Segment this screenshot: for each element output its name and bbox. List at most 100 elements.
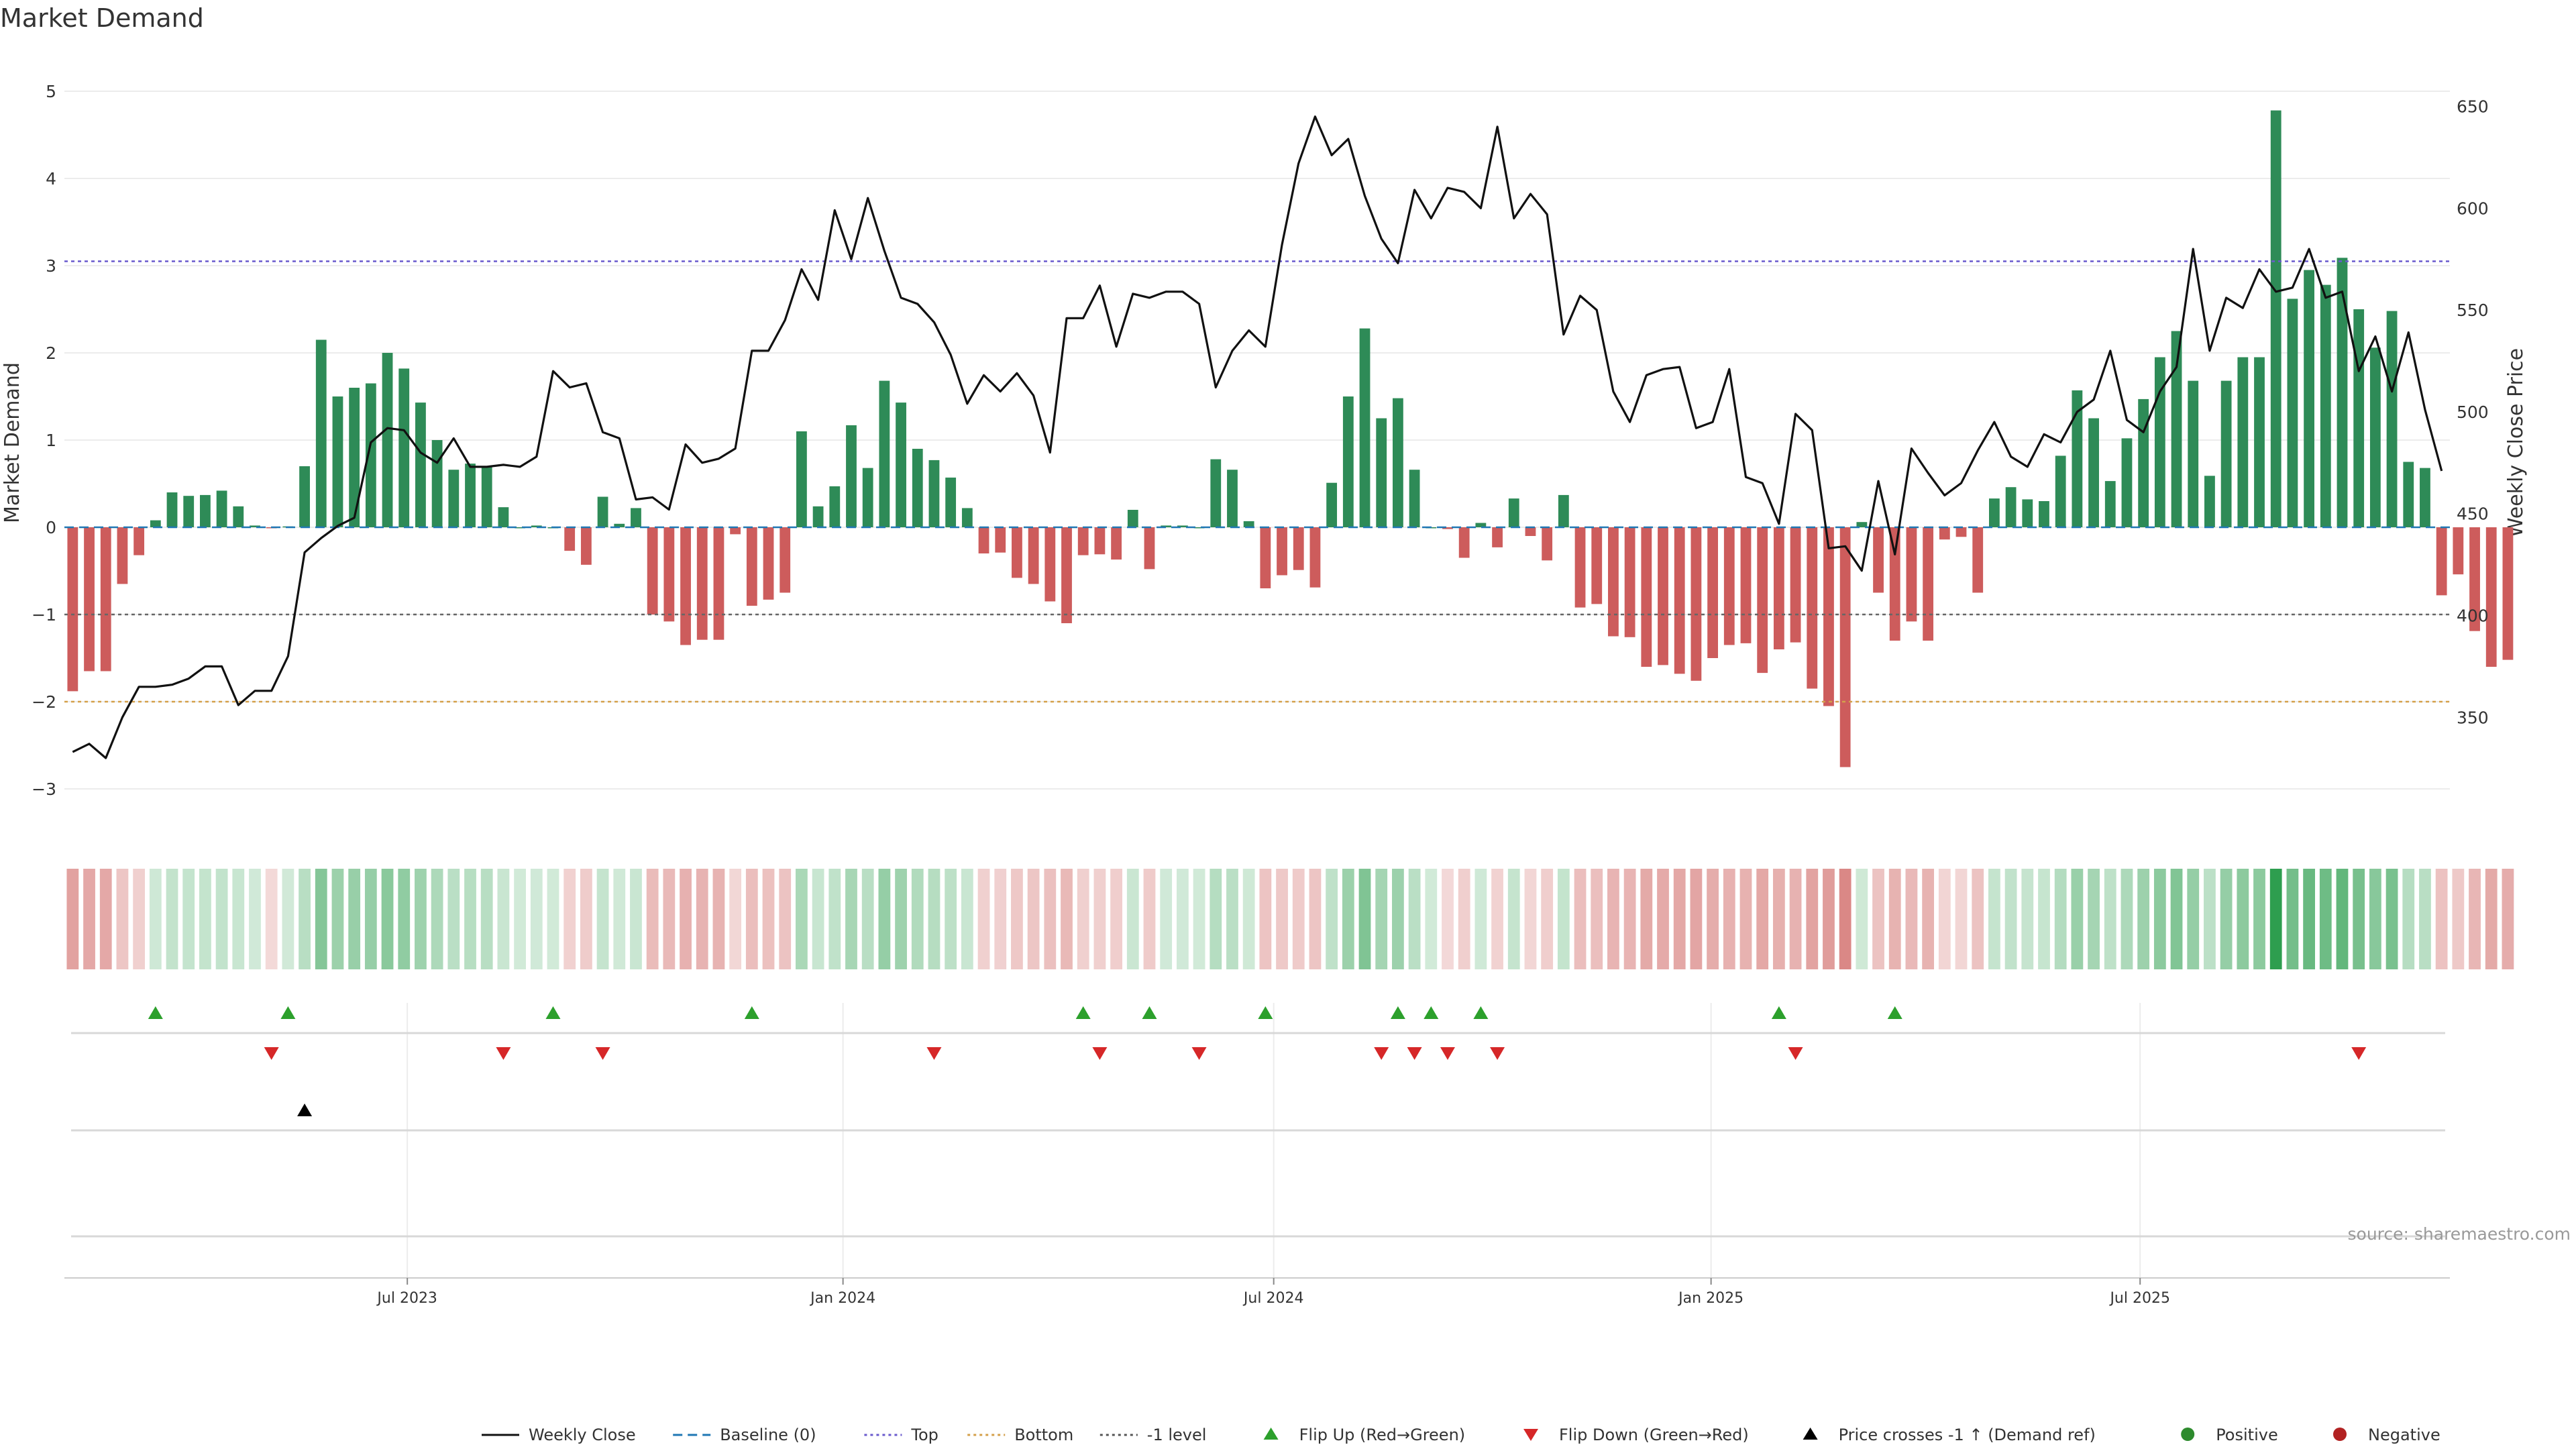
heat-cell (66, 869, 79, 969)
flip-down-marker (1407, 1047, 1422, 1060)
y2-tick-label: 550 (2457, 301, 2489, 320)
heat-cell (1176, 869, 1189, 969)
heat-cell (1292, 869, 1305, 969)
demand-bar (663, 527, 675, 622)
demand-bar (1923, 527, 1934, 641)
heat-cell (580, 869, 592, 969)
heat-cell (1491, 869, 1503, 969)
demand-bar (1807, 527, 1818, 689)
heat-cell (315, 869, 327, 969)
demand-bar (1393, 398, 1403, 527)
heat-cell (1226, 869, 1238, 969)
legend-label: Flip Down (Green→Red) (1559, 1426, 1749, 1444)
heat-cell (2088, 869, 2100, 969)
demand-bar (2005, 487, 2017, 527)
demand-bar (1359, 328, 1371, 527)
demand-bar (1260, 527, 1271, 588)
heat-cell (2104, 869, 2116, 969)
legend-swatch-triangle-up (1803, 1428, 1818, 1440)
demand-bar (796, 431, 807, 527)
legend-label: Positive (2216, 1426, 2278, 1444)
demand-bar (100, 527, 111, 672)
y-tick-label: 4 (46, 169, 56, 189)
heat-cell (364, 869, 377, 969)
heat-cell (2269, 869, 2282, 969)
y2-axis-title: Weekly Close Price (2504, 348, 2528, 537)
weekly-close-series (72, 115, 2443, 759)
heat-cell (431, 869, 443, 969)
heat-cell (696, 869, 708, 969)
heat-cell (1856, 869, 1868, 969)
heat-cell (116, 869, 129, 969)
heat-cell (762, 869, 775, 969)
heat-cell (2253, 869, 2265, 969)
flip-up-marker (1258, 1006, 1273, 1019)
heat-cell (1557, 869, 1570, 969)
demand-bar (2287, 299, 2298, 527)
y-tick-label: 3 (46, 256, 56, 276)
legend-swatch-triangle-up (1263, 1428, 1279, 1440)
demand-bar (1906, 527, 1917, 622)
heat-cell (2054, 869, 2067, 969)
demand-bar (812, 506, 824, 527)
heat-cell (845, 869, 857, 969)
flip-up-marker (545, 1006, 561, 1019)
y2-tick-label: 350 (2457, 708, 2489, 727)
demand-bar (2337, 258, 2348, 527)
heat-cell (1425, 869, 1438, 969)
demand-bar (945, 477, 957, 527)
demand-bar (1989, 498, 2000, 527)
heat-cell (2369, 869, 2381, 969)
heat-cell (828, 869, 841, 969)
heat-cell (133, 869, 146, 969)
heat-cell (1789, 869, 1802, 969)
heat-cell (2004, 869, 2017, 969)
heat-cell (232, 869, 245, 969)
legend-label: Top (910, 1426, 938, 1444)
heat-cell (282, 869, 294, 969)
demand-bar (1492, 527, 1503, 547)
heat-cell (796, 869, 808, 969)
demand-bar (1061, 527, 1072, 623)
heat-cell (299, 869, 311, 969)
heat-cell (712, 869, 725, 969)
heat-cell (398, 869, 411, 969)
y-tick-label: −1 (32, 605, 56, 625)
heat-cell (2170, 869, 2183, 969)
flip-down-marker (1191, 1047, 1207, 1060)
flip-up-marker (1771, 1006, 1786, 1019)
demand-bar (365, 383, 376, 527)
demand-bars (67, 110, 2514, 767)
demand-bar (1293, 527, 1304, 570)
heat-cell (1011, 869, 1023, 969)
axis-ticks: −3 −2 −1 0 1 2 3 4 5 350 400 450 500 550 600 650 Jul 202… (32, 82, 2489, 1307)
heat-cell (596, 869, 609, 969)
demand-bar (1442, 527, 1453, 529)
heat-cell (861, 869, 874, 969)
demand-bar (515, 527, 525, 529)
demand-heat-strip (66, 869, 2514, 969)
demand-bar (2485, 527, 2497, 667)
demand-bar (67, 527, 78, 692)
heat-cell (2021, 869, 2034, 969)
demand-bar (2220, 380, 2232, 527)
demand-bar (896, 402, 906, 527)
heat-cell (2153, 869, 2166, 969)
heat-cell (2419, 869, 2431, 969)
demand-bar (1525, 527, 1536, 536)
demand-bar (2420, 468, 2430, 527)
demand-bar (2072, 390, 2083, 527)
source-credit: source: sharemaestro.com (2348, 1224, 2571, 1244)
heat-cell (1259, 869, 1272, 969)
heat-cell (1143, 869, 1156, 969)
demand-bar (928, 460, 940, 527)
demand-bar (531, 525, 542, 527)
demand-bar (2039, 501, 2049, 527)
heat-cell (878, 869, 891, 969)
heat-cell (1408, 869, 1421, 969)
demand-bar (1723, 527, 1735, 645)
heat-cell (630, 869, 642, 969)
heat-cell (2137, 869, 2150, 969)
reference-lines (64, 260, 2450, 703)
demand-bar (1508, 498, 1519, 527)
